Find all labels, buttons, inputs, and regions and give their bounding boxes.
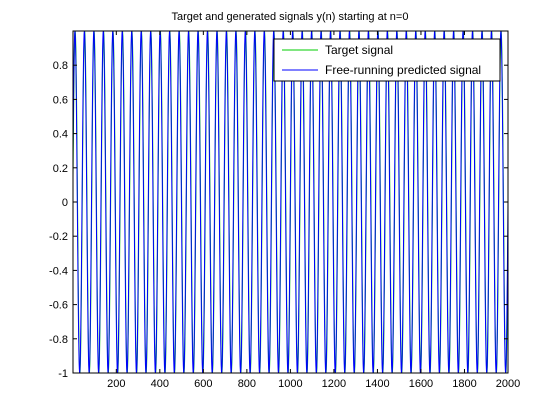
y-tick-label: -0.2	[49, 231, 68, 243]
x-tick-label: 2000	[496, 378, 520, 390]
ticks-layer: 200 400 600 800 1000 1200 1400 1600 1800 2000 -1 -0…	[49, 31, 520, 390]
x-tick-label: 1000	[278, 378, 302, 390]
y-tick-label: -0.6	[49, 300, 68, 312]
x-tick-label: 600	[194, 378, 212, 390]
x-tick-label: 800	[238, 378, 256, 390]
x-tick-label: 1200	[322, 378, 346, 390]
y-tick-label: -0.4	[49, 265, 68, 277]
x-tick-label: 200	[107, 378, 125, 390]
y-tick-label: 0.6	[53, 94, 68, 106]
legend-box	[273, 38, 501, 82]
chart-title: Target and generated signals y(n) starti…	[172, 11, 409, 23]
y-tick-label: 0	[62, 197, 68, 209]
y-tick-label: 0.4	[53, 129, 68, 141]
plot-frame	[72, 30, 509, 374]
legend-label-target: Target signal	[325, 43, 393, 57]
y-tick-label: 0.2	[53, 163, 68, 175]
x-tick-label: 1600	[409, 378, 433, 390]
y-tick-label: -1	[58, 368, 68, 380]
legend: Target signal Free-running predicted sig…	[273, 38, 501, 82]
y-tick-label: 0.8	[53, 60, 68, 72]
y-tick-label: -0.8	[49, 334, 68, 346]
x-tick-label: 1400	[365, 378, 389, 390]
x-tick-label: 1800	[452, 378, 476, 390]
legend-label-predicted: Free-running predicted signal	[325, 63, 481, 77]
x-tick-label: 400	[151, 378, 169, 390]
